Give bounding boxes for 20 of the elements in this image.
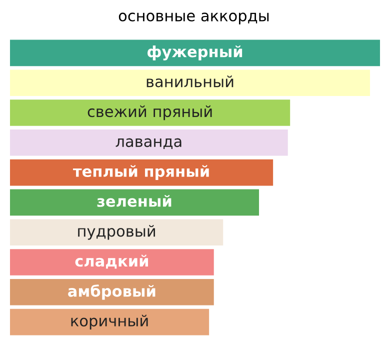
y-tick-label: зеленый: [97, 194, 172, 207]
bar: [10, 219, 224, 246]
bar: [10, 278, 214, 306]
y-tick-label: коричный: [71, 314, 148, 330]
chart-title: основные аккорды: [118, 12, 269, 24]
bar: [10, 189, 260, 216]
bar: [10, 70, 370, 96]
bar: [10, 129, 288, 156]
bar: [10, 308, 210, 336]
y-tick-label: пудровый: [78, 225, 155, 240]
y-tick-label: амбровый: [68, 284, 156, 300]
bar: [10, 249, 214, 276]
y-tick-label: лаванда: [116, 138, 182, 149]
y-tick-label: сладкий: [75, 254, 148, 269]
y-tick-label: свежий пряный: [88, 105, 212, 120]
bar: [10, 100, 290, 126]
y-tick-label: ванильный: [146, 76, 234, 88]
y-tick-label: теплый пряный: [73, 165, 209, 180]
bar: [10, 40, 380, 66]
y-tick-label: фужерный: [147, 45, 242, 60]
